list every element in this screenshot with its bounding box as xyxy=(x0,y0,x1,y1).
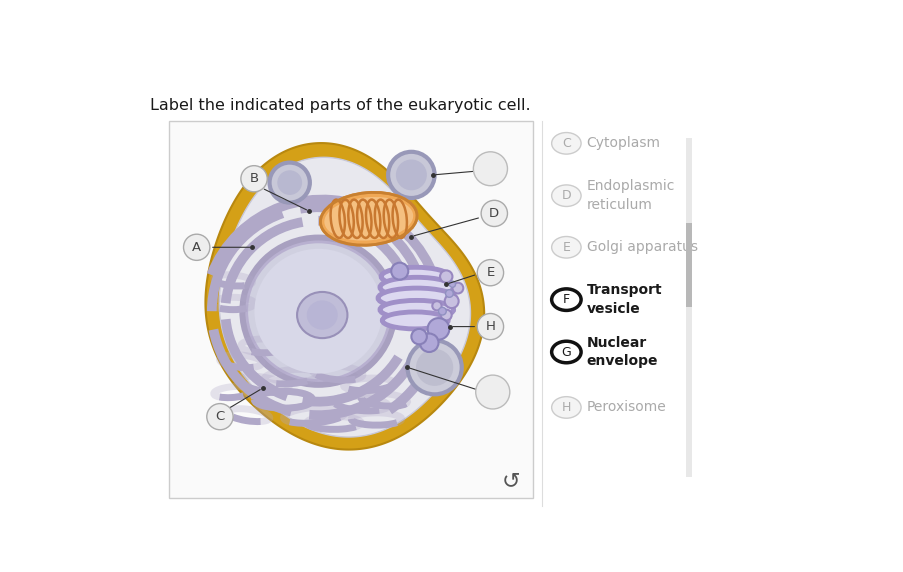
Circle shape xyxy=(475,375,509,409)
Text: G: G xyxy=(561,345,571,359)
Circle shape xyxy=(391,263,408,280)
Circle shape xyxy=(441,309,452,320)
Text: Transport
vesicle: Transport vesicle xyxy=(586,284,661,316)
Text: D: D xyxy=(489,207,498,220)
Circle shape xyxy=(407,340,461,394)
Text: Cytoplasm: Cytoplasm xyxy=(586,136,660,150)
Ellipse shape xyxy=(382,312,448,329)
Ellipse shape xyxy=(247,242,389,380)
Circle shape xyxy=(432,301,441,311)
Text: C: C xyxy=(562,137,570,150)
PathPatch shape xyxy=(205,143,484,450)
Circle shape xyxy=(396,160,426,190)
Circle shape xyxy=(387,152,434,198)
PathPatch shape xyxy=(219,157,470,437)
Ellipse shape xyxy=(551,133,581,154)
Ellipse shape xyxy=(377,288,455,308)
Bar xyxy=(685,138,691,476)
Circle shape xyxy=(444,294,458,308)
Ellipse shape xyxy=(297,292,347,338)
Circle shape xyxy=(445,289,452,297)
Bar xyxy=(685,223,691,307)
Ellipse shape xyxy=(551,185,581,206)
Circle shape xyxy=(240,166,267,192)
Ellipse shape xyxy=(320,192,416,245)
Ellipse shape xyxy=(551,396,581,418)
Text: Peroxisome: Peroxisome xyxy=(586,400,666,415)
Text: Nuclear
envelope: Nuclear envelope xyxy=(586,336,657,368)
Ellipse shape xyxy=(254,249,382,374)
Ellipse shape xyxy=(243,238,394,384)
Circle shape xyxy=(277,170,302,195)
Circle shape xyxy=(477,260,503,286)
Text: A: A xyxy=(192,241,201,254)
Ellipse shape xyxy=(379,300,453,319)
Bar xyxy=(169,121,533,498)
Text: E: E xyxy=(486,266,494,279)
Circle shape xyxy=(427,318,449,340)
Circle shape xyxy=(269,162,310,202)
Circle shape xyxy=(477,313,503,340)
Circle shape xyxy=(452,283,463,293)
Text: F: F xyxy=(563,293,569,306)
Circle shape xyxy=(480,200,507,227)
Circle shape xyxy=(415,349,452,386)
Text: B: B xyxy=(249,172,258,185)
Ellipse shape xyxy=(551,236,581,258)
Text: H: H xyxy=(561,401,571,414)
Text: ↺: ↺ xyxy=(501,471,520,491)
Text: Label the indicated parts of the eukaryotic cell.: Label the indicated parts of the eukaryo… xyxy=(150,98,530,113)
Text: C: C xyxy=(215,410,224,423)
Text: Endoplasmic
reticulum: Endoplasmic reticulum xyxy=(586,180,675,212)
Circle shape xyxy=(440,271,452,283)
Circle shape xyxy=(411,329,426,344)
Ellipse shape xyxy=(379,277,453,297)
Text: D: D xyxy=(561,189,571,202)
Circle shape xyxy=(419,333,438,352)
Ellipse shape xyxy=(551,341,581,363)
Circle shape xyxy=(207,404,233,430)
Ellipse shape xyxy=(381,267,449,286)
Text: E: E xyxy=(562,241,570,254)
Circle shape xyxy=(438,307,446,315)
Text: Golgi apparatus: Golgi apparatus xyxy=(586,240,697,255)
Circle shape xyxy=(183,234,209,260)
Circle shape xyxy=(449,281,455,287)
Ellipse shape xyxy=(551,289,581,311)
Text: H: H xyxy=(485,320,495,333)
Ellipse shape xyxy=(306,300,338,329)
Circle shape xyxy=(473,152,507,186)
Ellipse shape xyxy=(324,197,413,241)
